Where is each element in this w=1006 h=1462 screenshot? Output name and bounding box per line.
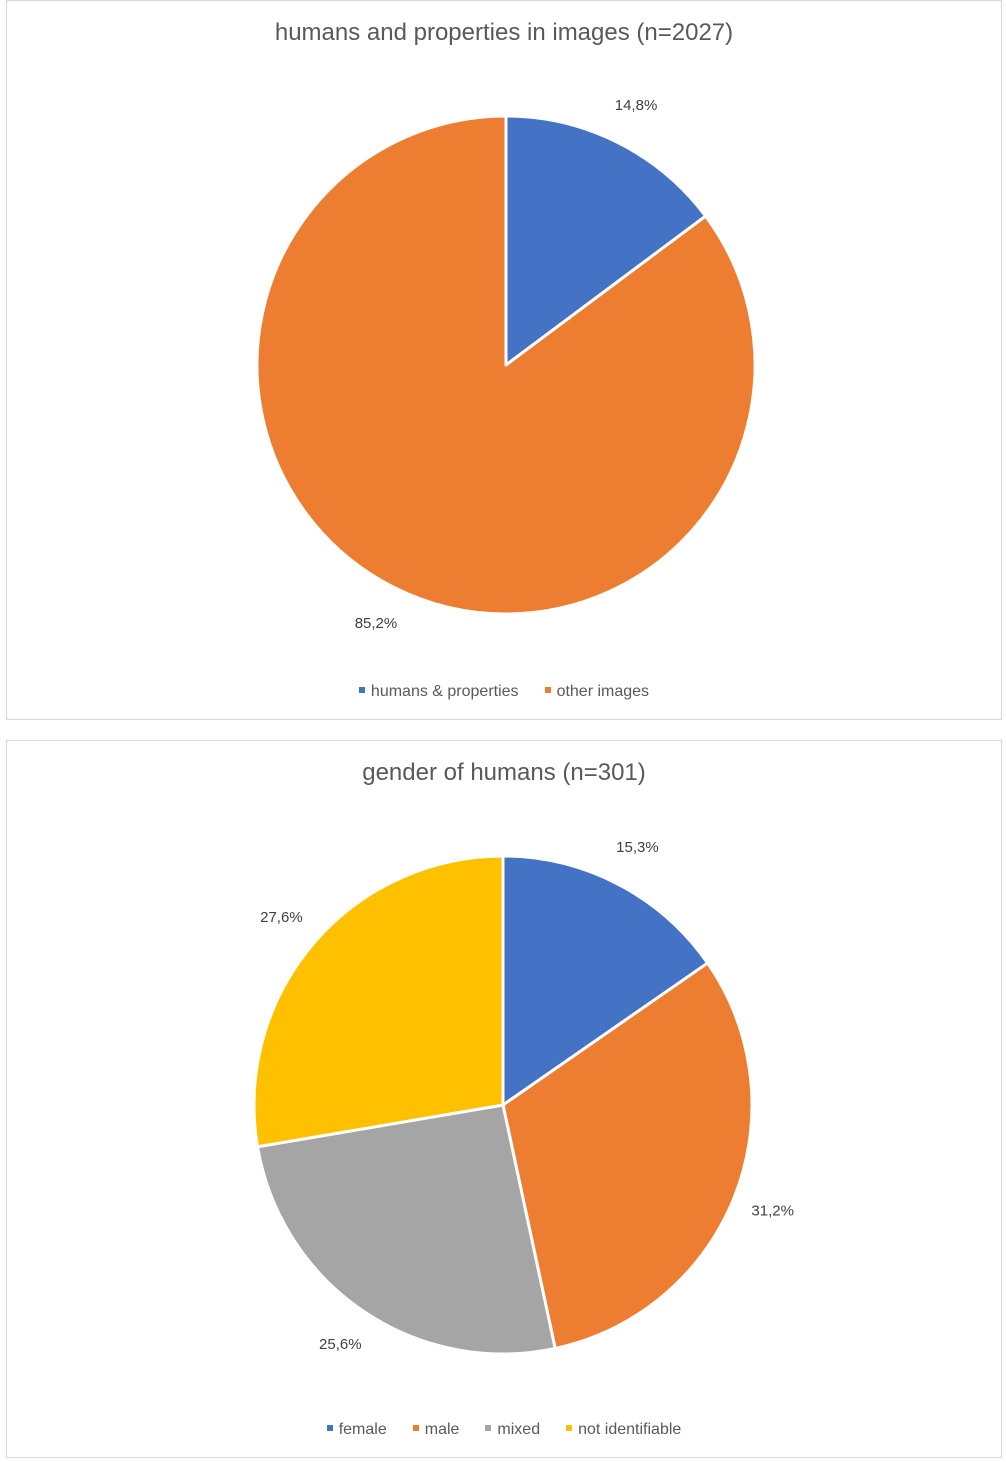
data-label-other-images: 85,2% bbox=[355, 615, 398, 632]
pie-slice-mixed bbox=[256, 1103, 557, 1356]
legend-swatch bbox=[566, 1424, 573, 1431]
chart-title: gender of humans (n=301) bbox=[362, 759, 646, 786]
legend-item-not-identifiable: not identifiable bbox=[566, 1421, 681, 1439]
pie-chart: 14,8% 85,2% bbox=[255, 97, 757, 632]
pie-chart: 15,3% 31,2% 25,6% 27,6% bbox=[252, 839, 794, 1356]
legend-item-other-images: other images bbox=[544, 683, 650, 701]
legend-label: mixed bbox=[497, 1421, 541, 1438]
pie-slice-other-images bbox=[255, 114, 757, 616]
data-label-not-identifiable: 27,6% bbox=[260, 909, 303, 926]
legend-swatch bbox=[326, 1424, 333, 1431]
pie-slice-female bbox=[501, 854, 710, 1107]
chart-humans-properties: humans and properties in images (n=2027)… bbox=[6, 0, 1002, 720]
data-label-female: 15,3% bbox=[616, 839, 659, 856]
legend-label: other images bbox=[556, 683, 650, 700]
data-label-humans-properties: 14,8% bbox=[615, 97, 658, 114]
legend-swatch bbox=[485, 1424, 492, 1431]
legend-swatch bbox=[412, 1424, 419, 1431]
legend: humans & properties other images bbox=[7, 683, 1001, 701]
data-label-mixed: 25,6% bbox=[319, 1336, 362, 1353]
chart-title: humans and properties in images (n=2027) bbox=[274, 19, 734, 46]
legend-label: not identifiable bbox=[578, 1421, 682, 1438]
legend-label: female bbox=[338, 1421, 387, 1438]
legend-item-mixed: mixed bbox=[485, 1421, 540, 1439]
pie-slice-humans-properties bbox=[504, 114, 708, 367]
legend: female male mixed not identifiable bbox=[7, 1421, 1001, 1439]
pie-slice-male bbox=[501, 961, 754, 1350]
chart-gender-of-humans: gender of humans (n=301) 15,3% 31,2% 25,6%… bbox=[6, 740, 1002, 1458]
legend-swatch bbox=[358, 686, 365, 693]
legend-item-female: female bbox=[326, 1421, 387, 1439]
data-label-male: 31,2% bbox=[751, 1203, 794, 1220]
legend-item-male: male bbox=[412, 1421, 460, 1439]
legend-item-humans-properties: humans & properties bbox=[358, 683, 519, 701]
legend-label: humans & properties bbox=[370, 683, 519, 700]
pie-slice-not-identifiable bbox=[252, 854, 505, 1149]
legend-label: male bbox=[424, 1421, 460, 1438]
legend-swatch bbox=[544, 686, 551, 693]
